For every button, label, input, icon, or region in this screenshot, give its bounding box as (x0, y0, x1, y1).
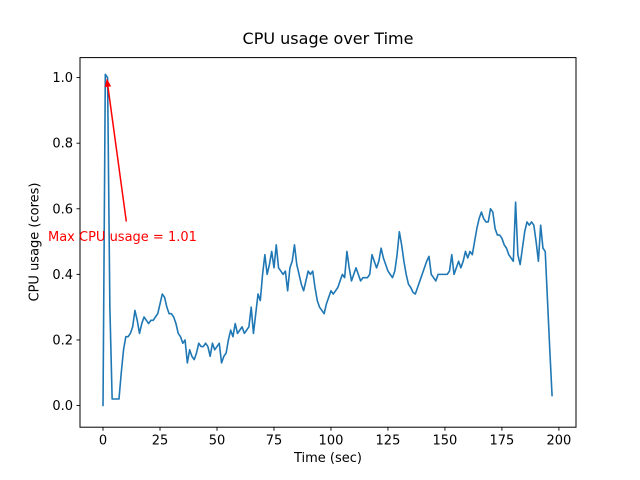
y-tick-label: 0.8 (52, 137, 73, 152)
y-axis-label: CPU usage (cores) (27, 182, 43, 302)
x-tick-label: 125 (376, 434, 401, 449)
x-tick-label: 0 (99, 434, 107, 449)
x-tick-label: 25 (152, 434, 169, 449)
x-tick-label: 75 (266, 434, 283, 449)
x-tick-label: 50 (209, 434, 226, 449)
y-tick-label: 1.0 (52, 71, 73, 86)
axes-spines (79, 57, 577, 428)
x-tick-label: 200 (546, 434, 571, 449)
x-axis-label: Time (sec) (293, 451, 362, 466)
y-tick-label: 0.4 (52, 268, 73, 283)
annotation-arrowhead (104, 78, 112, 88)
max-cpu-annotation: Max CPU usage = 1.01 (48, 230, 197, 245)
chart-title: CPU usage over Time (242, 29, 414, 48)
cpu-usage-line (102, 73, 553, 407)
y-tick-label: 0.0 (52, 399, 73, 414)
x-tick-label: 175 (490, 434, 515, 449)
annotation-arrow (107, 86, 128, 222)
x-tick-label: 150 (433, 434, 458, 449)
x-tick-label: 100 (319, 434, 344, 449)
y-tick-label: 0.6 (52, 202, 73, 217)
y-tick-label: 0.2 (52, 333, 73, 348)
